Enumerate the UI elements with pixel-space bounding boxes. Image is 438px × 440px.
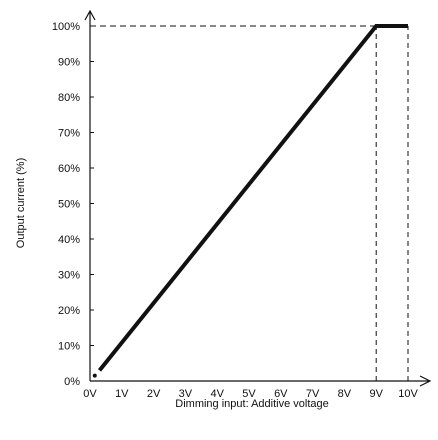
x-axis-title: Dimming input: Additive voltage <box>175 398 328 410</box>
x-tick-label: 0V <box>83 388 97 400</box>
x-tick-label: 6V <box>274 388 288 400</box>
x-tick-label: 4V <box>210 388 224 400</box>
y-tick-label: 100% <box>52 21 80 33</box>
x-tick-label: 9V <box>369 388 383 400</box>
x-tick-labels: 0V 1V 2V 3V 4V 5V 6V 7V 8V 9V 10V <box>83 388 418 400</box>
y-tick-label: 20% <box>58 305 80 317</box>
y-tick-label: 50% <box>58 199 80 211</box>
x-tick-label: 3V <box>179 388 193 400</box>
series-group <box>92 24 408 378</box>
x-tick-label: 2V <box>147 388 161 400</box>
y-tick-label: 40% <box>58 234 80 246</box>
x-tick-label: 1V <box>115 388 129 400</box>
start-point-marker <box>92 373 97 378</box>
x-tick-label: 10V <box>398 388 418 400</box>
axes <box>84 9 432 387</box>
y-axis-title: Output current (%) <box>15 158 27 248</box>
y-tick-label: 70% <box>58 128 80 140</box>
y-tick-label: 0% <box>64 376 80 388</box>
y-tick-label: 60% <box>58 163 80 175</box>
x-tick-label: 8V <box>338 388 352 400</box>
y-tick-label: 30% <box>58 270 80 282</box>
x-axis-arrow <box>419 375 432 387</box>
y-axis-arrow <box>84 9 96 21</box>
x-tick-label: 7V <box>306 388 320 400</box>
x-tick-label: 5V <box>242 388 256 400</box>
y-tick-label: 90% <box>58 57 80 69</box>
series-line-0 <box>97 24 408 372</box>
y-tick-labels: 0% 10% 20% 30% 40% 50% 60% 70% 80% 90% 100% <box>52 21 94 388</box>
y-tick-label: 10% <box>58 341 80 353</box>
reference-lines <box>90 25 409 381</box>
y-tick-label: 80% <box>58 92 80 104</box>
